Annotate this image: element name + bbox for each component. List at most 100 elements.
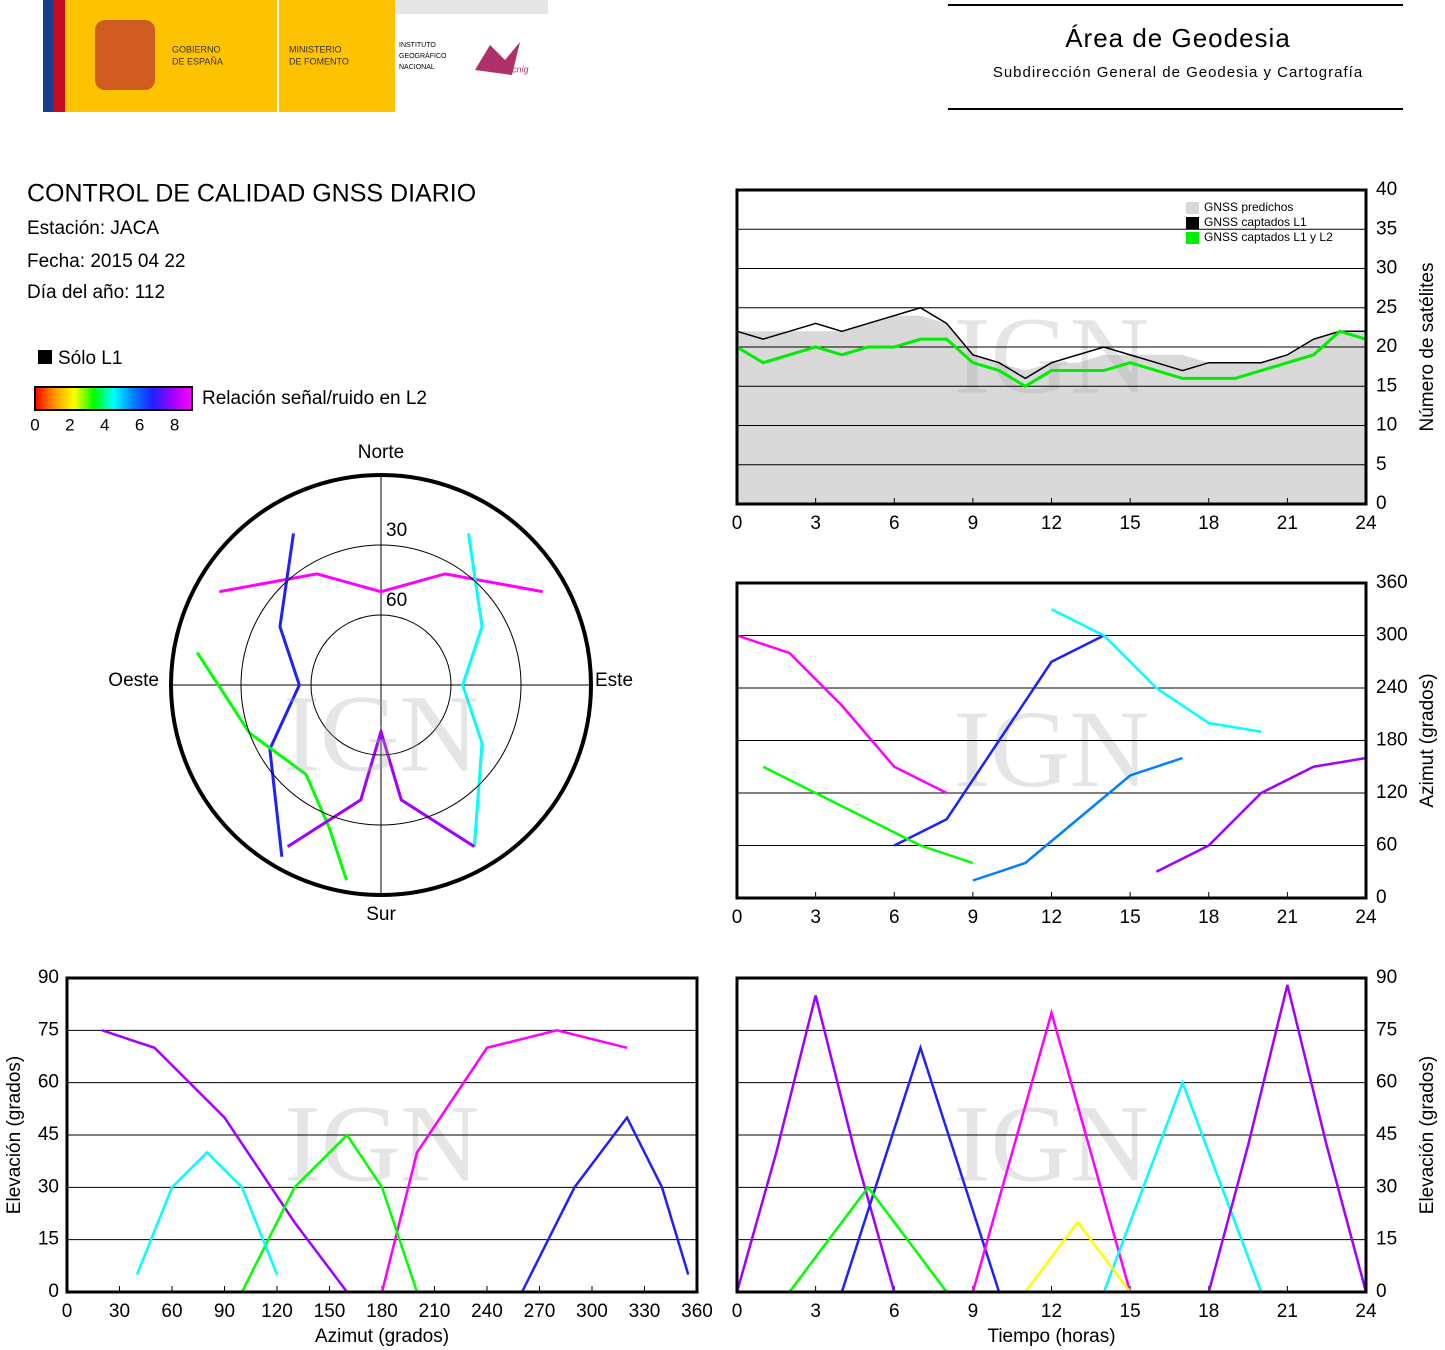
y-tick-label: 0 bbox=[1376, 493, 1387, 514]
sat-track bbox=[240, 1133, 419, 1293]
x-tick-label: 24 bbox=[1355, 907, 1377, 928]
x-tick-label: 0 bbox=[62, 1301, 73, 1322]
series-line bbox=[736, 306, 1366, 380]
sat-track bbox=[1050, 608, 1262, 733]
snr-label: Relación señal/ruido en L2 bbox=[202, 388, 427, 409]
sat-track bbox=[1102, 1079, 1263, 1293]
sky-frame bbox=[169, 473, 593, 897]
elevation-ring bbox=[310, 614, 452, 756]
x-tick-label: 30 bbox=[109, 1301, 130, 1322]
y-tick-label: 240 bbox=[1376, 677, 1408, 698]
ministry-text: MINISTERIO bbox=[289, 44, 342, 54]
x-tick-label: 6 bbox=[889, 1301, 900, 1322]
series-line bbox=[736, 329, 1367, 388]
x-tick-label: 3 bbox=[810, 907, 821, 928]
x-tick-label: 12 bbox=[1041, 907, 1062, 928]
x-tick-label: 9 bbox=[968, 1301, 979, 1322]
direction-label: Este bbox=[595, 670, 633, 691]
x-tick-label: 3 bbox=[810, 513, 821, 534]
coat-of-arms bbox=[95, 20, 155, 90]
legend-label: GNSS captados L1 y L2 bbox=[1204, 230, 1333, 244]
y-tick-label: 75 bbox=[38, 1019, 59, 1040]
sat-track bbox=[971, 1008, 1132, 1293]
x-tick-label: 0 bbox=[732, 513, 743, 534]
gov-text: GOBIERNO bbox=[172, 44, 221, 54]
elevation-label: 60 bbox=[386, 590, 407, 611]
report-title: CONTROL DE CALIDAD GNSS DIARIO bbox=[27, 180, 476, 208]
x-tick-label: 6 bbox=[889, 907, 900, 928]
x-tick-label: 150 bbox=[314, 1301, 346, 1322]
x-tick-label: 330 bbox=[629, 1301, 661, 1322]
flag-eu bbox=[43, 0, 53, 112]
plot-frame bbox=[735, 188, 1368, 506]
plot-frame bbox=[735, 976, 1368, 1294]
x-tick-label: 270 bbox=[524, 1301, 556, 1322]
legend-label: GNSS predichos bbox=[1204, 200, 1293, 214]
x-tick-label: 21 bbox=[1277, 907, 1298, 928]
x-tick-label: 60 bbox=[161, 1301, 182, 1322]
chart: IGN 0 5 10 15 20 25 30 35 40 0 3 6 9 12 15 18 21 24 GNSS pr… bbox=[732, 179, 1438, 534]
y-axis-label: Número de satélites bbox=[1417, 263, 1438, 432]
y-tick-label: 45 bbox=[1376, 1124, 1397, 1145]
ministry-text: DE FOMENTO bbox=[289, 56, 349, 66]
sat-track bbox=[380, 1029, 628, 1293]
x-tick-label: 9 bbox=[968, 907, 979, 928]
y-tick-label: 0 bbox=[1376, 887, 1387, 908]
sat-track bbox=[735, 995, 896, 1293]
x-tick-label: 0 bbox=[732, 907, 743, 928]
x-axis-label: Tiempo (horas) bbox=[987, 1326, 1115, 1347]
y-tick-label: 75 bbox=[1376, 1019, 1397, 1040]
logo-band bbox=[395, 0, 548, 14]
x-tick-label: 210 bbox=[419, 1301, 451, 1322]
y-tick-label: 35 bbox=[1376, 218, 1397, 239]
plot-frame bbox=[735, 581, 1368, 900]
y-tick-label: 45 bbox=[38, 1124, 59, 1145]
watermark: IGN bbox=[954, 688, 1150, 810]
y-tick-label: 15 bbox=[38, 1229, 59, 1250]
direction-label: Sur bbox=[366, 904, 396, 925]
x-tick-label: 18 bbox=[1198, 513, 1219, 534]
x-tick-label: 90 bbox=[214, 1301, 235, 1322]
y-tick-label: 15 bbox=[1376, 375, 1397, 396]
legend-swatch bbox=[1186, 202, 1199, 214]
elevation-ring bbox=[240, 544, 522, 826]
sat-track bbox=[1207, 984, 1368, 1293]
sat-track bbox=[268, 533, 301, 857]
cnig-logo bbox=[475, 42, 520, 75]
snr-colorbar bbox=[34, 386, 193, 411]
x-tick-label: 24 bbox=[1355, 1301, 1377, 1322]
y-tick-label: 40 bbox=[1376, 179, 1397, 200]
plot-frame bbox=[65, 976, 699, 1294]
y-tick-label: 25 bbox=[1376, 297, 1397, 318]
sat-track bbox=[840, 1043, 1001, 1293]
watermark: IGN bbox=[954, 294, 1150, 416]
y-tick-label: 60 bbox=[38, 1072, 59, 1093]
sat-track bbox=[893, 634, 1105, 847]
station: Estación: JACA bbox=[27, 218, 159, 239]
chart: IGN 0 60 120 180 240 300 360 0 3 6 9 12 15 18 21 24 Azimu… bbox=[732, 572, 1438, 928]
sat-track bbox=[520, 1115, 690, 1293]
cnig-text: cnig bbox=[512, 64, 529, 74]
x-tick-label: 24 bbox=[1355, 513, 1377, 534]
sat-track bbox=[286, 726, 476, 848]
x-tick-label: 15 bbox=[1120, 907, 1141, 928]
area-title: Área de Geodesia bbox=[1065, 23, 1291, 53]
snr-tick-label: 4 bbox=[100, 415, 109, 434]
x-tick-label: 18 bbox=[1198, 1301, 1219, 1322]
y-axis-label: Elevación (grados) bbox=[1417, 1056, 1438, 1214]
chart: IGN 0 15 30 45 60 75 90 0 3 6 9 12 15 18 21 24 Elevación … bbox=[732, 967, 1438, 1347]
x-tick-label: 21 bbox=[1277, 513, 1298, 534]
watermark: IGN bbox=[284, 1082, 480, 1204]
snr-tick-label: 6 bbox=[135, 415, 144, 434]
y-tick-label: 30 bbox=[1376, 258, 1397, 279]
y-tick-label: 30 bbox=[1376, 1176, 1397, 1197]
x-tick-label: 15 bbox=[1120, 513, 1141, 534]
institute-text: GEOGRÁFICO bbox=[399, 51, 447, 60]
x-tick-label: 6 bbox=[889, 513, 900, 534]
watermark: IGN bbox=[283, 672, 479, 794]
sat-track bbox=[195, 651, 348, 881]
y-tick-label: 90 bbox=[38, 967, 59, 988]
elevation-label: 30 bbox=[386, 520, 407, 541]
y-tick-label: 20 bbox=[1376, 336, 1397, 357]
sat-track bbox=[1024, 1220, 1132, 1293]
